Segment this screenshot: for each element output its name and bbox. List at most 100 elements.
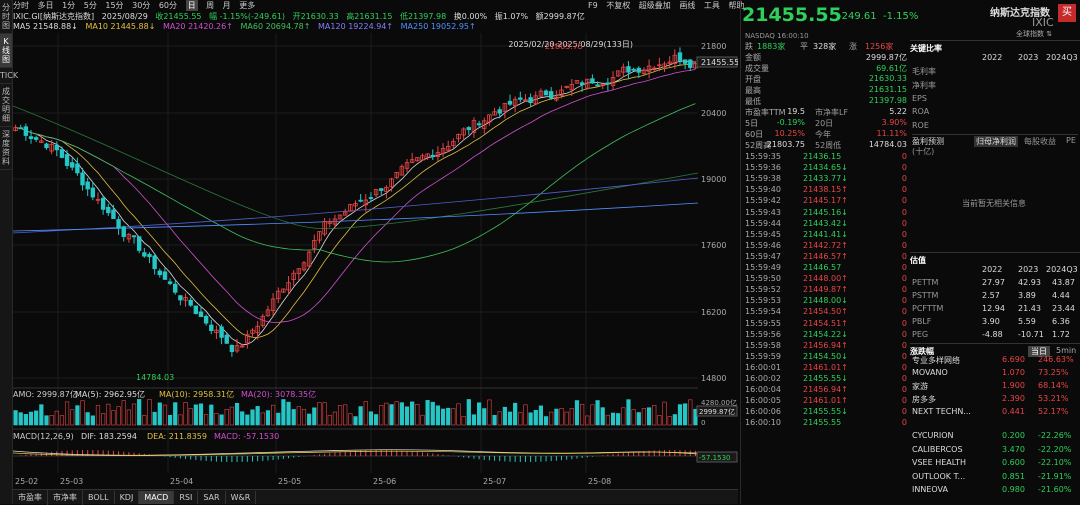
valuation-value: 12.94 [982, 304, 1005, 313]
valuation-value: 23.44 [1052, 304, 1075, 313]
volume-bar [131, 403, 137, 426]
volume-bar [368, 411, 374, 426]
rank-pct: 246.63% [1038, 355, 1074, 364]
toolbar-tools-button[interactable]: 工具 [703, 1, 720, 10]
sidebar-item-timeshare[interactable]: 分时图 [0, 0, 12, 34]
valuation-value: 3.90 [982, 317, 1000, 326]
period-tab[interactable]: 多日 [37, 1, 54, 10]
tick-time: 15:59:58 [745, 340, 781, 350]
sidebar-item-trades[interactable]: 成交明细 [0, 84, 12, 127]
volume-bar [337, 405, 343, 426]
period-tab[interactable]: 月 [222, 1, 231, 10]
rank-price: 1.070 [1002, 368, 1025, 377]
macd-chart [13, 449, 699, 462]
x-tick-label: 25-04 [170, 477, 193, 486]
candle-body [188, 299, 193, 306]
forecast-title: 盈利预测 [912, 137, 944, 146]
candle-body [373, 189, 379, 196]
global-index-switch[interactable]: 全球指数 ⇅ [1016, 30, 1053, 38]
toolbar-overlay-button[interactable]: 超级叠加 [638, 1, 671, 10]
period-tab[interactable]: 15分 [105, 1, 124, 10]
candle-body [116, 219, 121, 229]
indicator-tab[interactable]: W&R [226, 491, 257, 504]
sidebar-item-depth[interactable]: 深度资料 [0, 127, 12, 170]
volume-bar [626, 399, 631, 426]
volume-bar [332, 411, 338, 426]
tick-price: 21436.15 [803, 152, 842, 161]
indicator-tab-macd[interactable]: MACD [139, 491, 175, 504]
volume-bars [13, 399, 698, 426]
valuation-value: 4.44 [1052, 291, 1070, 300]
toolbar-draw-button[interactable]: 画线 [679, 1, 696, 10]
volume-bar [652, 405, 657, 426]
tick-volume: 0 [901, 318, 907, 328]
rank-price: 0.980 [1002, 485, 1025, 494]
candle-body [337, 214, 343, 220]
candle-body [466, 127, 472, 131]
candle-body [688, 59, 693, 68]
tick-volume: 0 [901, 251, 907, 261]
volume-bar [564, 411, 569, 426]
valuation-label: PETTM [912, 278, 939, 287]
stat-value: 14784.03 [868, 140, 907, 149]
period-tab[interactable]: 60分 [158, 1, 178, 10]
rank-price: 2.390 [1002, 394, 1025, 403]
candle-body [404, 162, 410, 169]
volume-bar [270, 404, 276, 426]
rank-tab-5min[interactable]: 5min [1056, 346, 1077, 355]
indicator-tab[interactable]: KDJ [115, 491, 140, 504]
period-tab[interactable]: 分时 [13, 1, 29, 10]
period-tab[interactable]: 更多 [239, 1, 256, 10]
buy-button[interactable]: 买 [1058, 4, 1076, 22]
valuation-label: PSTTM [912, 291, 939, 300]
ma-line [15, 103, 696, 263]
volume-bar [49, 414, 54, 426]
volume-bar [39, 404, 44, 426]
tick-price: 21449.87↑ [803, 285, 848, 295]
security-title: IXIC.GI[纳斯达克指数] [13, 12, 95, 21]
tick-price: 21454.22↓ [803, 329, 848, 339]
candle-body [646, 65, 652, 72]
candle-body [543, 90, 549, 96]
rank-price: 6.690 [1002, 355, 1025, 364]
sidebar-item-tick[interactable]: TICK [0, 68, 18, 84]
indicator-tab[interactable]: BOLL [83, 491, 115, 504]
candle-body [49, 143, 54, 152]
tick-row: 16:00:10 21455.55 0 [745, 418, 907, 428]
indicator-tab[interactable]: 市净率 [48, 490, 83, 505]
forecast-tab-pe[interactable]: PE [1066, 136, 1076, 145]
toolbar-f9-button[interactable]: F9 [588, 1, 598, 10]
period-tab[interactable]: 周 [206, 1, 215, 10]
forecast-tab-eps[interactable]: 每股收益 [1024, 137, 1056, 146]
valuation-value: 21.43 [1018, 304, 1041, 313]
macd-value: MACD: -57.1530 [214, 432, 279, 441]
volume-bar [373, 414, 379, 426]
price-header: 21455.55 -249.61 -1.15% 纳斯达克指数 买 IXIC 全球… [742, 4, 1078, 38]
indicator-tab[interactable]: RSI [174, 491, 199, 504]
period-tab-daily[interactable]: 日 [185, 0, 198, 11]
volume-bar [384, 402, 389, 426]
breadth-value: 涨 [849, 42, 857, 51]
tick-row: 16:00:02 21455.55↓ 0 [745, 374, 907, 384]
stat-label: 20日 [815, 119, 834, 128]
volume-bar [229, 406, 234, 426]
stat-label: 市盈率TTM [745, 108, 786, 117]
period-tab[interactable]: 5分 [83, 1, 97, 10]
candle-body [327, 221, 332, 224]
toolbar-help-button[interactable]: 帮助 [728, 1, 745, 10]
indicator-tab[interactable]: SAR [198, 491, 226, 504]
volume-bar [507, 411, 513, 426]
sidebar-item-kline[interactable]: K线图 [0, 34, 12, 68]
forecast-tab-netprofit[interactable]: 归母净利润 [974, 136, 1018, 147]
stat-label: 金额 [745, 53, 761, 62]
toolbar-adjust-button[interactable]: 不复权 [606, 1, 631, 10]
volume-bar [121, 400, 126, 426]
volume-bar [142, 414, 147, 426]
period-tab[interactable]: 30分 [132, 1, 151, 10]
volume-bar [420, 414, 425, 426]
kline-chart[interactable]: 2025/02/20-2025/08/29(133日) 21803.75 147… [13, 33, 738, 489]
period-tab[interactable]: 1分 [62, 1, 76, 10]
rank-tab-today[interactable]: 当日 [1028, 346, 1050, 357]
candle-body [425, 153, 430, 158]
indicator-tab[interactable]: 市盈率 [13, 490, 48, 505]
